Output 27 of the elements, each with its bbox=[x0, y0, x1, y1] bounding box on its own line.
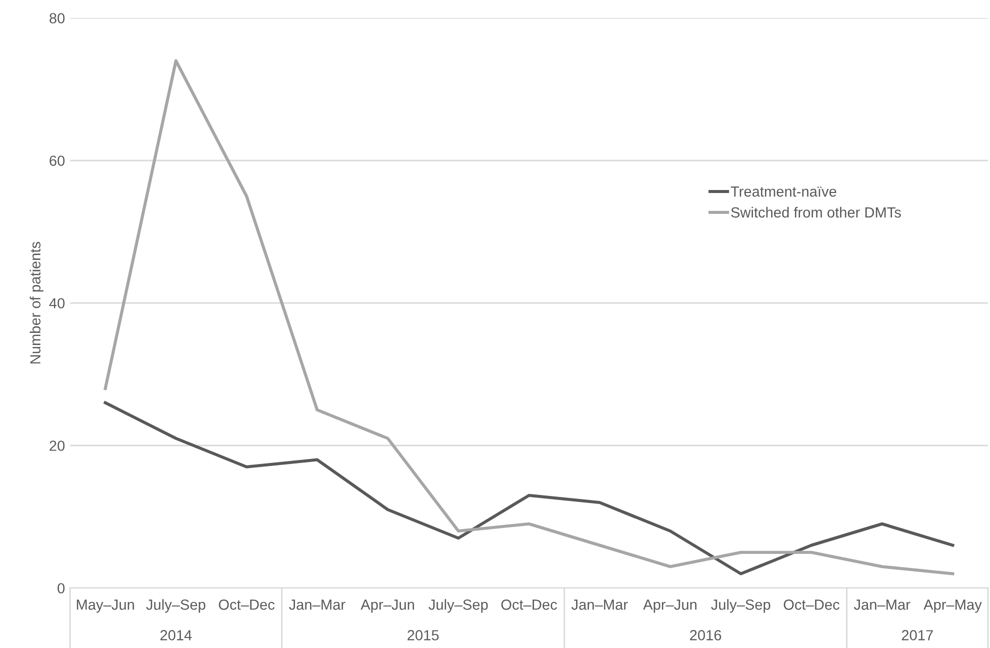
y-tick-label: 40 bbox=[49, 298, 65, 308]
x-tick-label: Apr–Jun bbox=[643, 600, 696, 613]
x-tick-label: July–Sep bbox=[711, 599, 770, 613]
text: 2017 bbox=[902, 630, 933, 640]
x-tick-label: Oct–Dec bbox=[784, 599, 840, 610]
x-tick-label: Jan–Mar bbox=[289, 600, 346, 610]
text: 2015 bbox=[408, 630, 439, 640]
x-tick-label: July–Sep bbox=[146, 599, 206, 613]
text: 2014 bbox=[160, 630, 192, 640]
legend-label: Switched from other DMTs bbox=[731, 206, 901, 218]
y-tick-label: 0 bbox=[58, 583, 65, 594]
y-tick-label: 80 bbox=[50, 13, 65, 24]
x-tick-label: Oct–Dec bbox=[218, 599, 275, 610]
x-tick-label: Oct–Dec bbox=[501, 599, 557, 610]
x-tick-label: May–Jun bbox=[76, 600, 134, 613]
x-tick-label: Apr–Jun bbox=[360, 600, 414, 613]
x-tick-label: Jan–Mar bbox=[854, 600, 910, 610]
text: 2016 bbox=[690, 630, 722, 640]
y-axis-title: Number of patients bbox=[30, 242, 44, 364]
x-tick-label: Apr–May bbox=[924, 600, 982, 613]
y-tick-label: 20 bbox=[50, 440, 65, 451]
x-tick-label: July–Sep bbox=[428, 599, 488, 613]
x-tick-label: Jan–Mar bbox=[571, 600, 628, 610]
line-series bbox=[104, 59, 954, 576]
y-tick-label: 60 bbox=[50, 156, 65, 166]
legend-label: Treatment-naïve bbox=[730, 186, 836, 197]
line-series bbox=[104, 401, 954, 576]
